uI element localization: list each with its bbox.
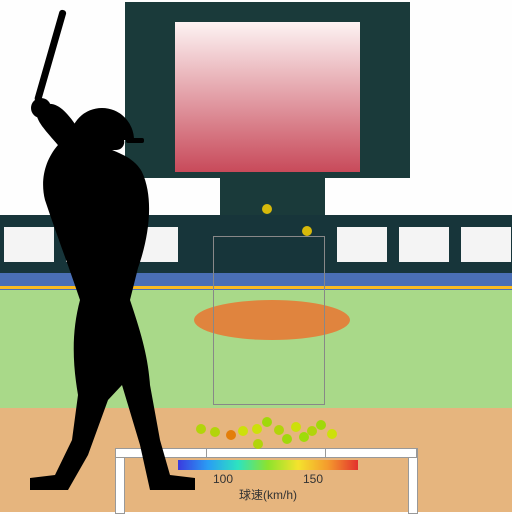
speed-tick: 100 [213,472,233,486]
batter-silhouette-icon [0,0,512,512]
speed-colorbar [178,460,358,470]
speed-ticks: 100 150 [178,472,358,486]
speed-axis-label: 球速(km/h) [178,486,358,503]
speed-tick: 150 [303,472,323,486]
speed-legend: 100 150 球速(km/h) [178,460,358,503]
